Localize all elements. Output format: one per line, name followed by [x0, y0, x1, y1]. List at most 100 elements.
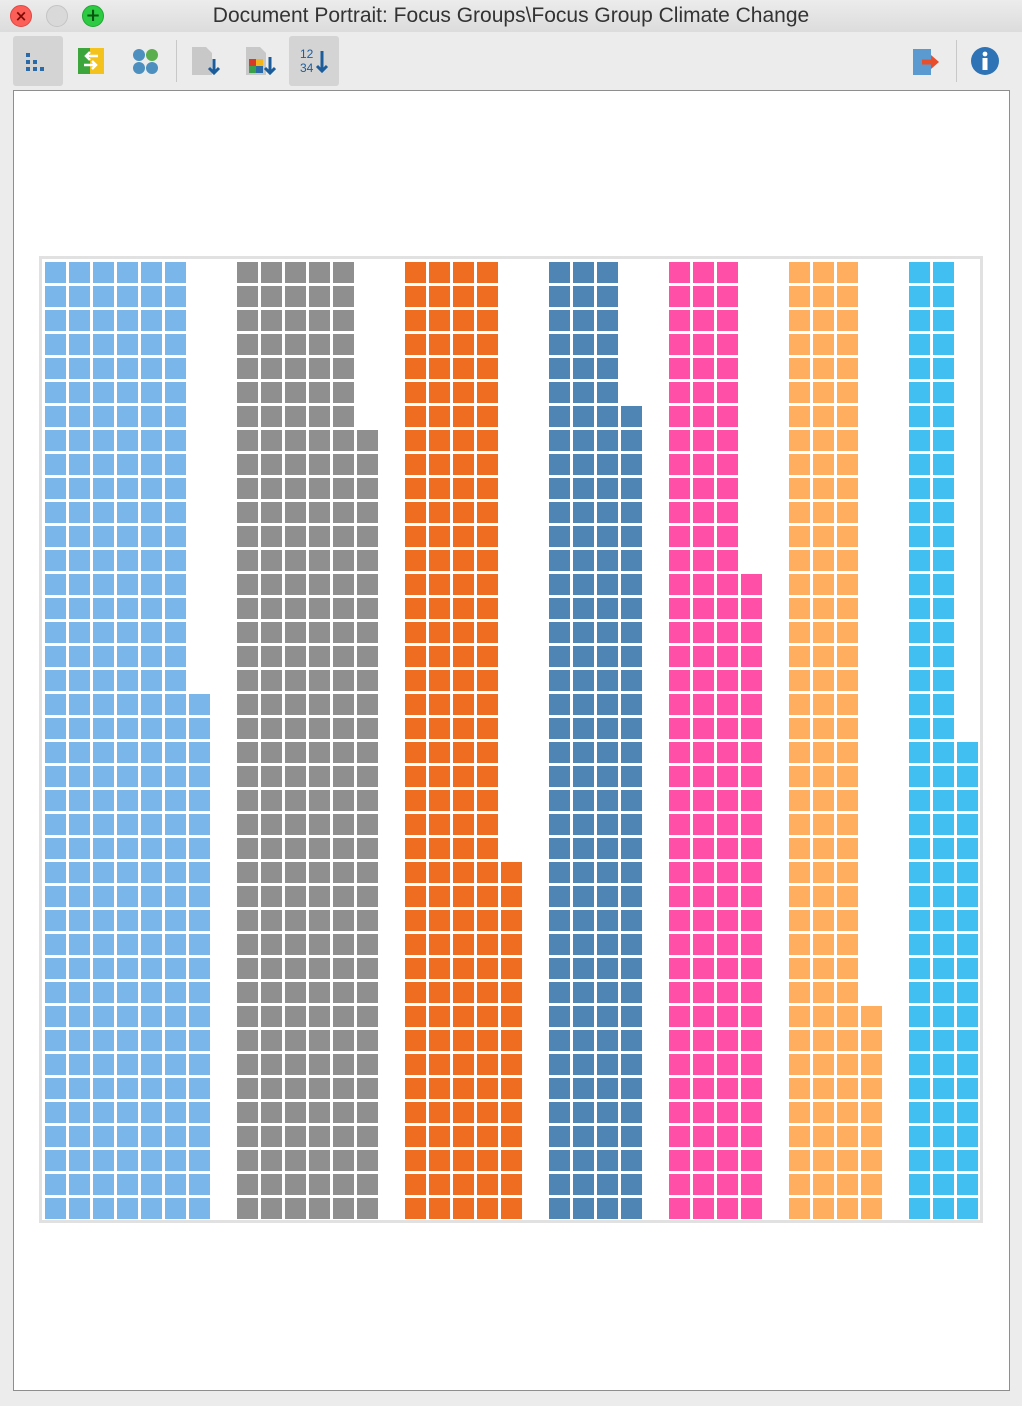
portrait-tile	[909, 670, 930, 691]
portrait-tile	[573, 1174, 594, 1195]
portrait-tile	[573, 334, 594, 355]
portrait-tile	[789, 1198, 810, 1219]
portrait-tile	[405, 382, 426, 403]
document-portrait[interactable]	[39, 256, 983, 1223]
portrait-tile	[405, 358, 426, 379]
circle-tiles-button[interactable]	[120, 36, 170, 86]
portrait-tile	[813, 622, 834, 643]
portrait-tile	[405, 334, 426, 355]
portrait-tile	[693, 310, 714, 331]
portrait-tile	[93, 910, 114, 931]
portrait-tile	[909, 574, 930, 595]
portrait-tile	[789, 1006, 810, 1027]
portrait-tile	[573, 862, 594, 883]
portrait-tile	[549, 670, 570, 691]
portrait-tile	[117, 430, 138, 451]
window-minimize-button[interactable]	[46, 5, 68, 27]
portrait-tile	[165, 982, 186, 1003]
portrait-tile	[333, 502, 354, 523]
sort-document-button[interactable]	[181, 36, 231, 86]
portrait-tile	[357, 1030, 378, 1051]
portrait-tile	[573, 1006, 594, 1027]
portrait-tile	[429, 1126, 450, 1147]
portrait-tile	[909, 478, 930, 499]
portrait-tile	[909, 1126, 930, 1147]
portrait-tile	[405, 454, 426, 475]
portrait-tile	[405, 718, 426, 739]
swap-colors-button[interactable]	[66, 36, 116, 86]
portrait-tile	[501, 1198, 522, 1219]
portrait-tile	[405, 838, 426, 859]
portrait-tile	[669, 286, 690, 307]
info-button[interactable]	[960, 36, 1010, 86]
portrait-tile	[477, 334, 498, 355]
portrait-tile	[597, 814, 618, 835]
portrait-tile	[837, 574, 858, 595]
portrait-tile	[933, 622, 954, 643]
portrait-tile	[477, 718, 498, 739]
portrait-tile	[165, 910, 186, 931]
portrait-tile	[285, 1054, 306, 1075]
portrait-tile	[165, 838, 186, 859]
portrait-tile	[357, 574, 378, 595]
portrait-tile	[573, 742, 594, 763]
portrait-tile	[261, 790, 282, 811]
portrait-tile	[93, 790, 114, 811]
portrait-tile	[597, 358, 618, 379]
export-button[interactable]	[901, 36, 951, 86]
sort-numeric-button[interactable]: 12 34	[289, 36, 339, 86]
portrait-tile	[909, 694, 930, 715]
pixel-grid-button[interactable]	[13, 36, 63, 86]
portrait-tile	[741, 1198, 762, 1219]
portrait-tile	[717, 766, 738, 787]
portrait-tile	[621, 1174, 642, 1195]
portrait-tile	[237, 1198, 258, 1219]
portrait-tile	[693, 262, 714, 283]
portrait-tile	[45, 790, 66, 811]
portrait-tile	[141, 1150, 162, 1171]
window-close-button[interactable]: ×	[10, 5, 32, 27]
portrait-tile	[69, 622, 90, 643]
portrait-tile	[117, 742, 138, 763]
sort-by-color-button[interactable]	[235, 36, 285, 86]
portrait-tile	[837, 1006, 858, 1027]
portrait-tile	[717, 478, 738, 499]
portrait-tile	[477, 670, 498, 691]
portrait-tile	[597, 670, 618, 691]
portrait-tile	[237, 310, 258, 331]
portrait-tile	[165, 1126, 186, 1147]
portrait-tile	[549, 790, 570, 811]
portrait-tile	[93, 694, 114, 715]
portrait-tile	[813, 910, 834, 931]
portrait-tile	[909, 1054, 930, 1075]
portrait-tile	[45, 382, 66, 403]
window-zoom-button[interactable]: +	[82, 5, 104, 27]
portrait-tile	[957, 838, 978, 859]
portrait-tile	[477, 286, 498, 307]
portrait-tile	[909, 718, 930, 739]
portrait-tile	[117, 910, 138, 931]
portrait-tile	[165, 286, 186, 307]
portrait-tile	[837, 790, 858, 811]
portrait-tile	[237, 358, 258, 379]
portrait-tile	[285, 1198, 306, 1219]
portrait-tile	[621, 574, 642, 595]
portrait-tile	[549, 862, 570, 883]
portrait-tile	[261, 502, 282, 523]
portrait-tile	[285, 1102, 306, 1123]
portrait-tile	[141, 766, 162, 787]
portrait-tile	[189, 1102, 210, 1123]
portrait-tile	[45, 958, 66, 979]
portrait-tile	[237, 502, 258, 523]
sort-numeric-top-label: 12	[300, 47, 314, 61]
portrait-tile	[669, 526, 690, 547]
portrait-tile	[69, 862, 90, 883]
portrait-tile	[693, 406, 714, 427]
portrait-tile	[405, 1198, 426, 1219]
portrait-tile	[69, 430, 90, 451]
portrait-tile	[309, 1078, 330, 1099]
portrait-tile	[813, 1030, 834, 1051]
portrait-tile	[333, 814, 354, 835]
portrait-tile	[309, 742, 330, 763]
portrait-tile	[45, 334, 66, 355]
